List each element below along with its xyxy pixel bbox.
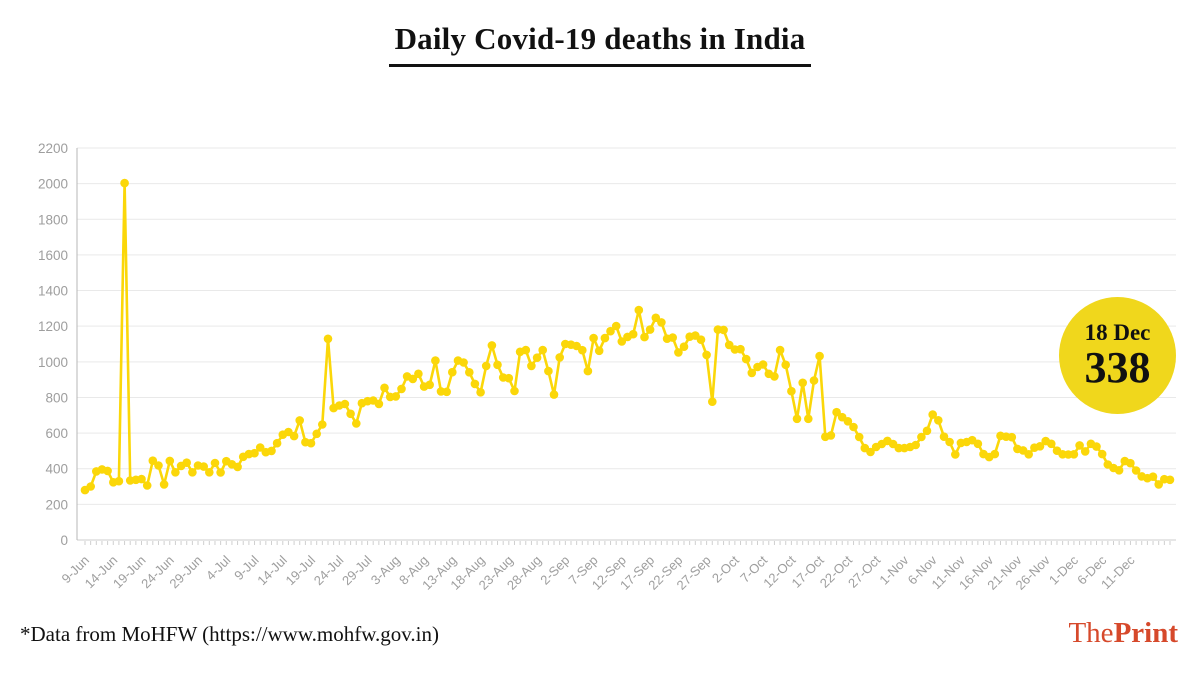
x-tick-label: 29-Jul: [339, 552, 375, 588]
x-tick-label: 2-Sep: [537, 553, 572, 588]
y-tick-label: 1000: [38, 355, 68, 370]
y-tick-label: 0: [60, 533, 68, 548]
x-axis-ticks: [84, 541, 1171, 545]
data-source-note: *Data from MoHFW (https://www.mohfw.gov.…: [20, 622, 439, 646]
y-tick-label: 200: [45, 497, 68, 512]
logo-the: The: [1068, 617, 1114, 649]
y-tick-label: 2000: [38, 177, 68, 192]
y-tick-label: 1800: [38, 212, 68, 227]
y-gridlines: [76, 147, 1176, 541]
page-title-text: Daily Covid-19 deaths in India: [388, 21, 812, 67]
y-tick-label: 1600: [38, 248, 68, 263]
page-title: Daily Covid-19 deaths in India: [0, 20, 1200, 67]
x-tick-label: 4-Jul: [203, 552, 234, 583]
y-tick-label: 1200: [38, 319, 68, 334]
x-tick-label: 14-Jul: [254, 552, 290, 588]
logo-print: Print: [1113, 617, 1178, 649]
y-tick-label: 800: [45, 390, 68, 405]
x-tick-label: 1-Nov: [876, 552, 911, 587]
y-tick-label: 400: [45, 462, 68, 477]
badge-value: 338: [1084, 343, 1151, 393]
y-axis-labels: 0 200 400 600 800 1000 1200 1400 1600 1800 2000 220…: [38, 141, 68, 548]
y-tick-label: 2200: [38, 141, 68, 156]
x-tick-label: 24-Jul: [311, 552, 347, 588]
x-axis-labels: 9-Jun14-Jun19-Jun24-Jun29-Jun4-Jul9-Jul1…: [59, 552, 1138, 593]
x-tick-label: 1-Dec: [1046, 552, 1081, 587]
badge-date: 18 Dec: [1084, 319, 1151, 345]
latest-value-badge: 18 Dec 338: [1059, 297, 1176, 414]
x-tick-label: 27-Oct: [845, 552, 883, 590]
theprint-logo: ThePrint: [1068, 617, 1178, 650]
x-tick-label: 29-Jun: [166, 553, 205, 592]
data-points: [80, 178, 1175, 495]
x-tick-label: 3-Aug: [368, 553, 403, 588]
y-tick-label: 1400: [38, 284, 68, 299]
y-tick-label: 600: [45, 426, 68, 441]
x-tick-label: 2-Oct: [709, 552, 742, 585]
x-tick-label: 19-Jul: [283, 552, 319, 588]
